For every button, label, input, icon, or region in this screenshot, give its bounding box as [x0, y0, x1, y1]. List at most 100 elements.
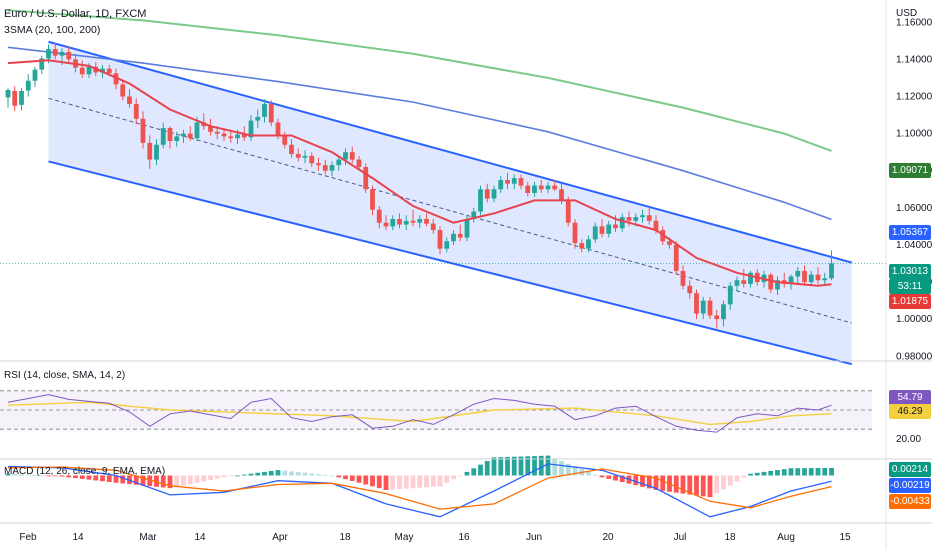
macd-histogram-bar	[19, 474, 24, 476]
candle	[471, 207, 477, 223]
price-pane[interactable]	[0, 9, 886, 366]
macd-legend: MACD (12, 26, close, 9, EMA, EMA)	[4, 466, 166, 477]
macd-histogram-bar	[727, 475, 733, 486]
rsi-sma-line	[7, 401, 832, 426]
candle	[626, 211, 632, 227]
candle-body	[106, 68, 112, 74]
candle-body	[471, 211, 477, 219]
candle-body	[721, 304, 726, 320]
macd-histogram-bar	[471, 468, 477, 476]
macd-histogram-bar	[505, 456, 510, 476]
macd-histogram-bar	[822, 467, 828, 476]
macd-histogram-bar	[201, 475, 207, 482]
candle	[370, 185, 375, 216]
candle	[167, 126, 173, 149]
candle	[228, 131, 234, 143]
candle	[356, 155, 362, 171]
candle	[430, 218, 436, 234]
macd-histogram-bar	[754, 472, 760, 476]
candle	[322, 159, 328, 175]
candle	[343, 148, 348, 166]
time-tick-label: 15	[839, 532, 851, 543]
candle-body	[653, 220, 659, 231]
candle	[316, 157, 321, 171]
price-tick-label: 1.14000	[896, 54, 932, 65]
macd-histogram-bar	[808, 468, 814, 476]
macd-histogram-bar	[214, 475, 220, 479]
candle-body	[255, 116, 261, 121]
candle-body	[734, 280, 740, 286]
macd-histogram-bar	[268, 470, 274, 476]
macd-histogram-bar	[687, 475, 693, 495]
candle-body	[606, 224, 612, 234]
macd-histogram-bar	[761, 471, 767, 476]
candle	[700, 296, 706, 320]
price-tick-label: 1.04000	[896, 240, 932, 251]
candle	[363, 163, 369, 193]
macd-histogram-bar	[829, 467, 834, 476]
candle-body	[147, 142, 153, 160]
candle	[822, 272, 828, 286]
candle-body	[802, 270, 807, 283]
candle-body	[268, 103, 274, 123]
macd-histogram-bar	[572, 466, 578, 476]
candle	[79, 60, 85, 78]
candle-body	[46, 49, 51, 59]
rsi-value-tag: 54.79	[889, 390, 931, 405]
candle	[181, 129, 186, 143]
rsi-pane[interactable]	[0, 390, 872, 433]
candle-body	[484, 189, 490, 199]
candle	[727, 282, 733, 310]
macd-histogram-bar	[451, 475, 456, 480]
candle	[525, 181, 531, 197]
candle	[397, 213, 402, 229]
macd-histogram-bar	[700, 475, 706, 497]
macd-histogram-bar	[343, 475, 348, 480]
candle	[619, 213, 625, 232]
candle-body	[5, 90, 11, 98]
macd-histogram-bar	[262, 471, 267, 476]
macd-histogram-bar	[59, 475, 65, 477]
macd-histogram-bar	[322, 474, 328, 476]
candle	[687, 280, 693, 299]
candle-body	[667, 241, 672, 245]
candle	[721, 300, 726, 327]
macd-histogram-bar	[52, 475, 58, 477]
candle-body	[19, 90, 24, 105]
time-tick-label: 20	[602, 532, 614, 543]
candle-body	[376, 209, 382, 223]
candle	[505, 172, 510, 190]
candle-body	[113, 73, 119, 85]
candle-body	[464, 218, 470, 238]
candle	[451, 230, 456, 245]
macd-histogram-bar	[403, 475, 409, 489]
candle	[376, 205, 382, 229]
macd-histogram-bar	[390, 475, 396, 490]
candle-body	[289, 144, 294, 155]
macd-histogram-bar	[5, 473, 11, 476]
candle	[120, 79, 126, 101]
candle-body	[822, 278, 828, 281]
macd-histogram-bar	[187, 475, 193, 485]
macd-histogram-bar	[714, 475, 720, 494]
countdown-tag: 53:11	[889, 279, 931, 294]
candle	[32, 66, 38, 88]
candle	[403, 215, 409, 231]
channel-upper-line	[48, 40, 853, 264]
macd-histogram-bar	[25, 474, 31, 476]
candle	[748, 270, 753, 288]
candle-body	[700, 300, 706, 314]
macd-histogram-bar	[592, 474, 598, 476]
macd-histogram-bar	[309, 473, 315, 476]
macd-signal-tag: -0.00433	[889, 494, 931, 509]
macd-histogram-bar	[79, 475, 85, 479]
candle	[147, 135, 153, 169]
macd-histogram-bar	[370, 475, 375, 487]
candle	[532, 181, 537, 197]
macd-pane[interactable]	[5, 455, 834, 518]
macd-histogram-bar	[100, 475, 105, 482]
candle	[336, 155, 342, 171]
price-tick-label: 1.06000	[896, 203, 932, 214]
candle-body	[498, 180, 504, 190]
